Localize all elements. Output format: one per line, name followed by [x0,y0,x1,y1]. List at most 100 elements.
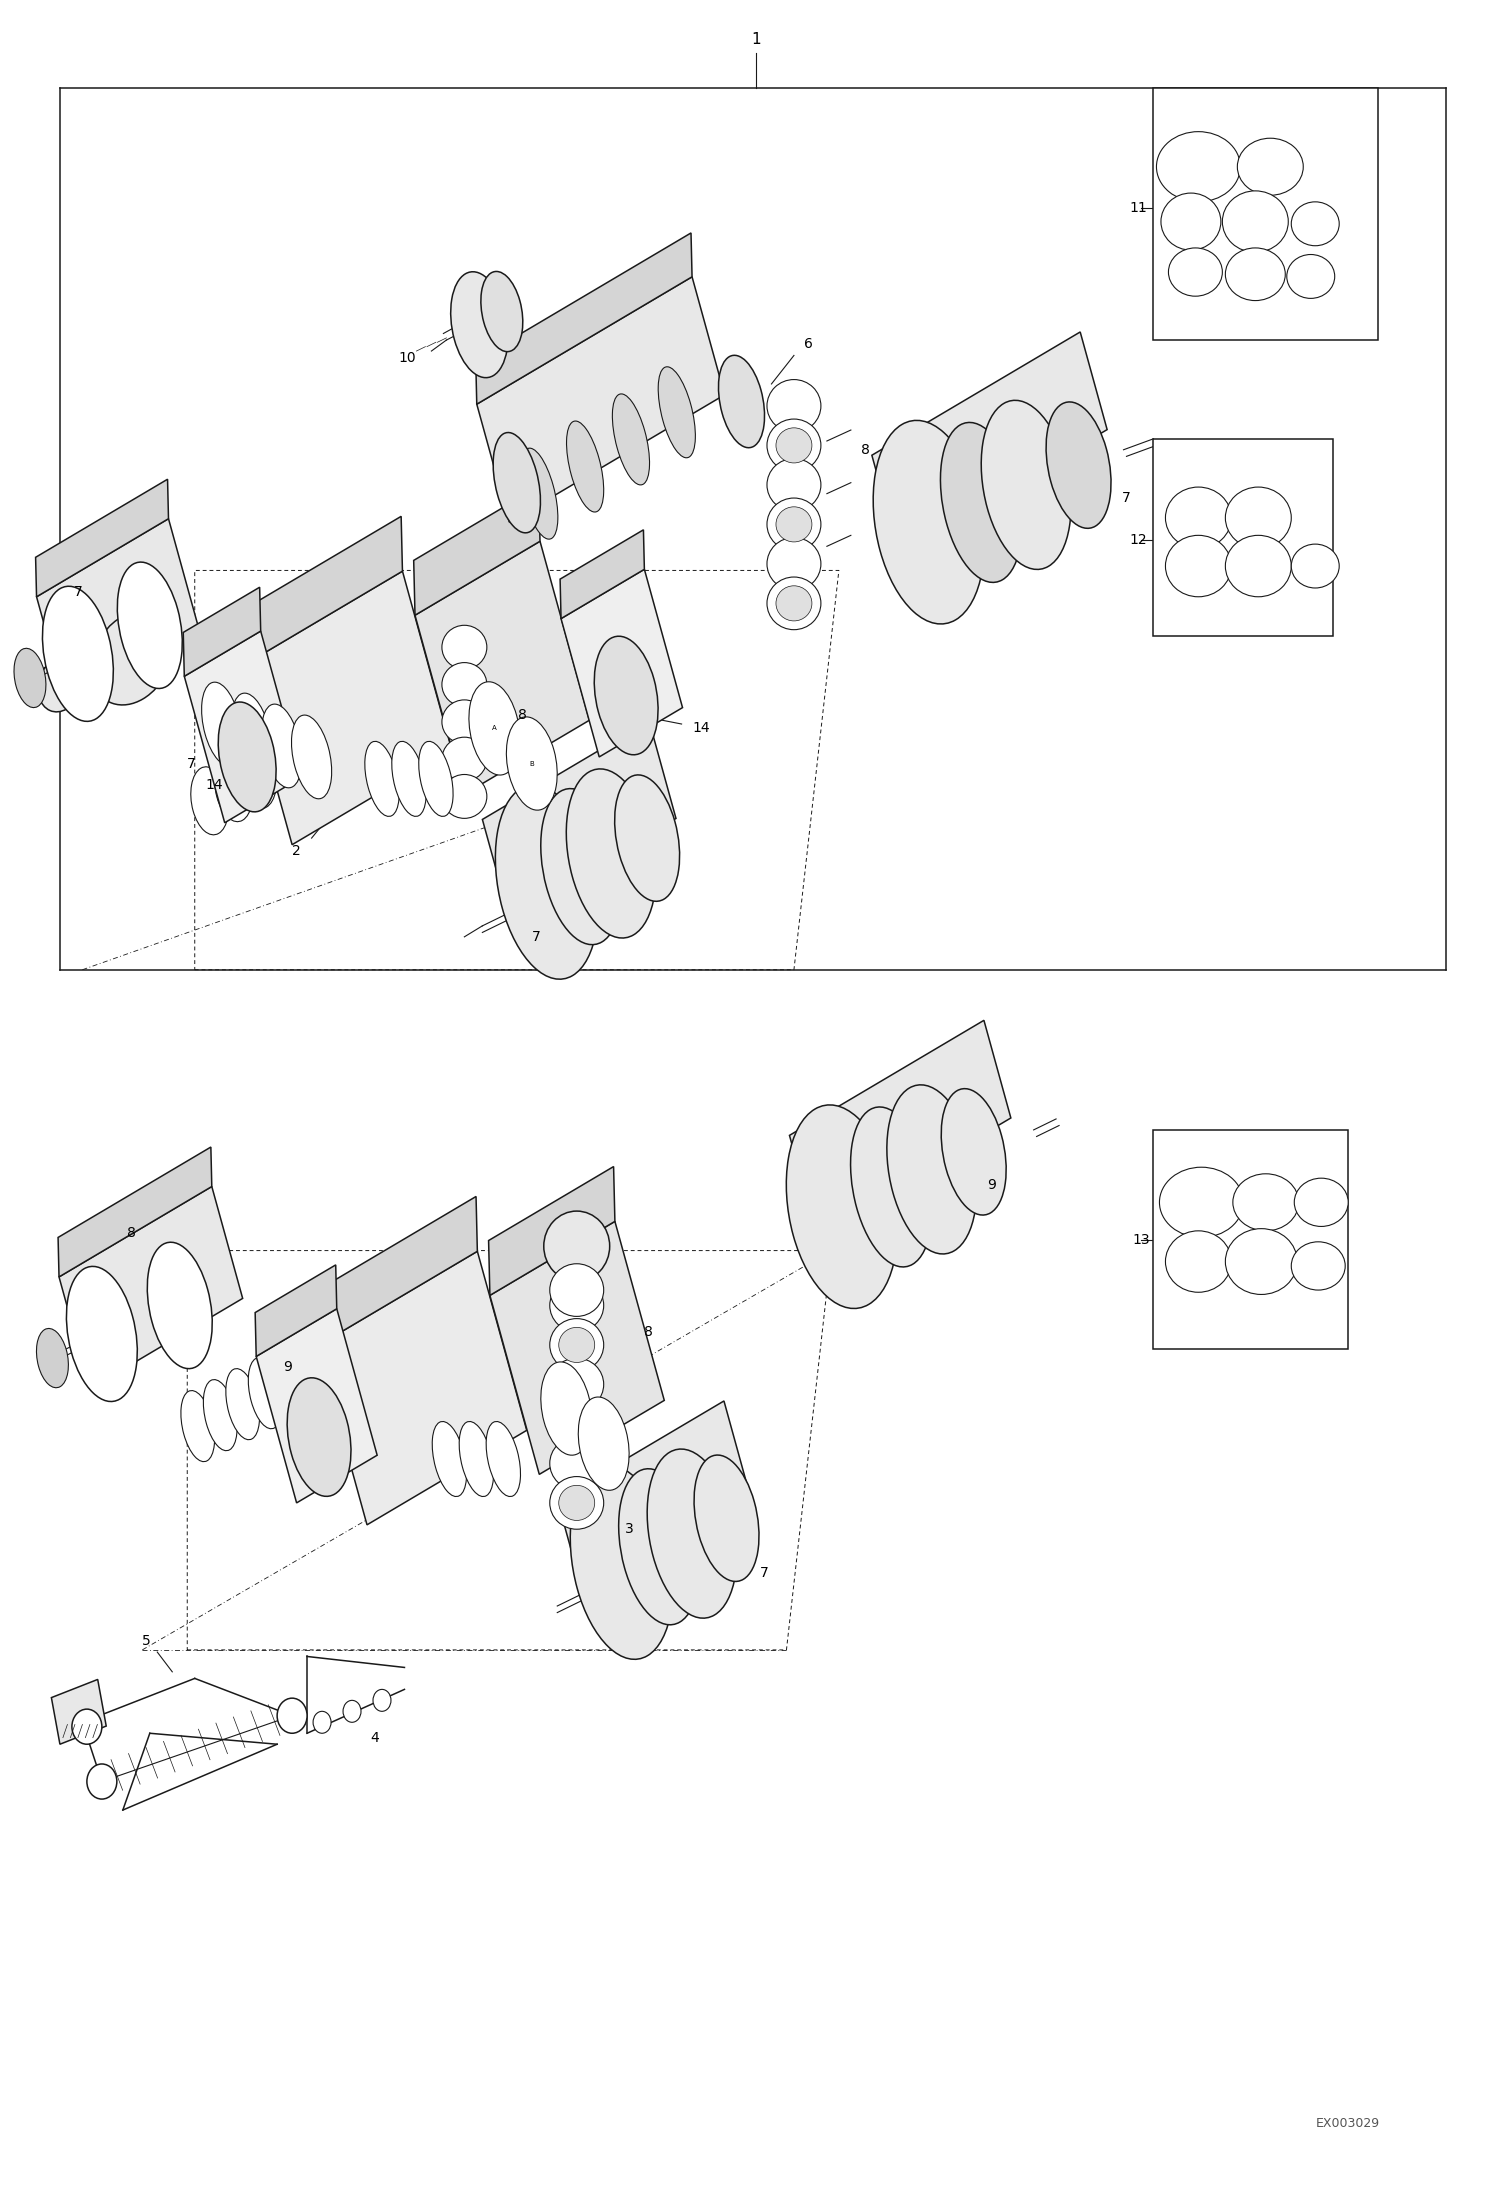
Ellipse shape [506,717,557,810]
Text: 8: 8 [127,1226,136,1240]
Ellipse shape [1225,248,1285,301]
Ellipse shape [442,737,487,781]
Ellipse shape [286,713,325,783]
Ellipse shape [451,272,508,377]
Ellipse shape [313,1711,331,1733]
Ellipse shape [214,753,253,823]
Polygon shape [789,1020,1011,1233]
Ellipse shape [767,380,821,432]
Ellipse shape [571,1466,673,1659]
Ellipse shape [493,432,541,533]
Text: 7: 7 [187,757,196,770]
Ellipse shape [1237,138,1303,195]
Polygon shape [872,331,1107,553]
Ellipse shape [487,1422,520,1496]
Ellipse shape [1225,535,1291,597]
Ellipse shape [647,1448,737,1619]
Ellipse shape [190,766,229,836]
Ellipse shape [566,421,604,511]
Ellipse shape [521,448,557,540]
Ellipse shape [550,1437,604,1490]
Ellipse shape [442,625,487,669]
Ellipse shape [66,1266,138,1402]
Text: 7: 7 [759,1567,768,1580]
Ellipse shape [1294,1178,1348,1226]
Polygon shape [557,1402,750,1597]
Polygon shape [183,588,261,676]
Ellipse shape [981,399,1071,570]
Ellipse shape [887,1084,977,1255]
Ellipse shape [392,742,425,816]
Text: 8: 8 [518,709,527,722]
Ellipse shape [1046,402,1112,529]
Ellipse shape [776,507,812,542]
Polygon shape [413,487,539,614]
Ellipse shape [292,715,331,799]
Ellipse shape [578,1398,629,1490]
Text: 11: 11 [1129,202,1147,215]
Polygon shape [36,478,168,597]
Ellipse shape [442,774,487,818]
Polygon shape [560,529,644,619]
Text: 9: 9 [987,1178,996,1191]
Ellipse shape [271,1347,304,1417]
Ellipse shape [91,612,172,704]
Ellipse shape [496,785,598,979]
Ellipse shape [442,700,487,744]
Ellipse shape [433,1422,466,1496]
Ellipse shape [559,1485,595,1520]
Ellipse shape [550,1279,604,1332]
Text: 1: 1 [752,33,761,46]
Ellipse shape [550,1264,604,1316]
Ellipse shape [419,742,452,816]
Ellipse shape [595,636,658,755]
Ellipse shape [249,1358,282,1428]
Polygon shape [316,1196,478,1345]
Text: 13: 13 [1132,1233,1150,1246]
Ellipse shape [559,1327,595,1362]
Ellipse shape [544,1211,610,1281]
Ellipse shape [873,421,984,623]
Ellipse shape [541,788,622,946]
Ellipse shape [1291,202,1339,246]
Ellipse shape [469,682,520,774]
Polygon shape [490,1222,664,1474]
Ellipse shape [776,586,812,621]
Ellipse shape [1291,544,1339,588]
Ellipse shape [1159,1167,1243,1237]
Text: 5: 5 [142,1635,151,1648]
Ellipse shape [614,774,680,902]
Ellipse shape [658,366,695,459]
Ellipse shape [786,1106,897,1308]
Ellipse shape [442,663,487,706]
Ellipse shape [1222,191,1288,252]
Text: 14: 14 [692,722,710,735]
Ellipse shape [232,693,271,777]
Text: 7: 7 [1122,491,1131,505]
Ellipse shape [851,1108,932,1266]
Polygon shape [256,1310,377,1503]
Text: 7: 7 [532,930,541,943]
Ellipse shape [1287,255,1335,298]
Ellipse shape [366,742,398,816]
Ellipse shape [13,647,46,709]
Ellipse shape [776,428,812,463]
Polygon shape [482,722,676,917]
Ellipse shape [1291,1242,1345,1290]
Polygon shape [562,568,683,757]
Ellipse shape [262,704,301,788]
Ellipse shape [226,1369,259,1439]
Ellipse shape [147,1242,213,1369]
Ellipse shape [1165,487,1231,548]
Ellipse shape [767,459,821,511]
Ellipse shape [694,1455,759,1582]
Ellipse shape [181,1391,214,1461]
Bar [1153,1130,1348,1349]
Polygon shape [58,1147,211,1277]
Text: 12: 12 [1129,533,1147,546]
Ellipse shape [1161,193,1221,250]
Ellipse shape [37,658,82,711]
Text: 10: 10 [398,351,416,364]
Text: EX003029: EX003029 [1317,2117,1380,2130]
Ellipse shape [1165,535,1231,597]
